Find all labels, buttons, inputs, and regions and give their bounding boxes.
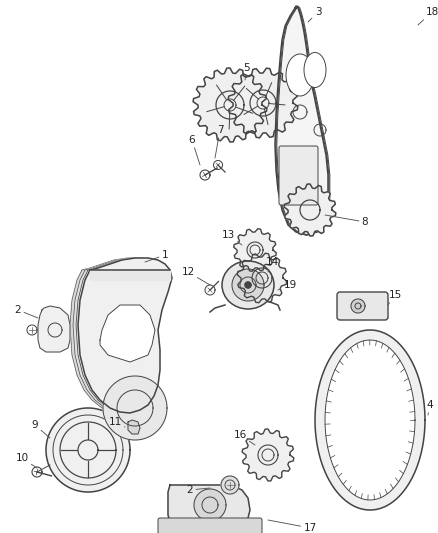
Text: 4: 4: [427, 400, 433, 415]
Ellipse shape: [304, 52, 326, 87]
Text: 16: 16: [233, 430, 255, 445]
Text: 15: 15: [388, 290, 402, 305]
Polygon shape: [100, 305, 155, 362]
Polygon shape: [315, 330, 425, 510]
Text: 19: 19: [278, 280, 297, 290]
Text: 2: 2: [187, 485, 210, 495]
Text: 6: 6: [189, 135, 200, 165]
Polygon shape: [245, 282, 251, 288]
Polygon shape: [232, 269, 264, 301]
Polygon shape: [228, 68, 298, 138]
Polygon shape: [275, 6, 328, 235]
Ellipse shape: [222, 261, 274, 309]
FancyBboxPatch shape: [337, 292, 388, 320]
Text: 13: 13: [221, 230, 242, 245]
Polygon shape: [325, 340, 415, 500]
Polygon shape: [276, 6, 329, 235]
Text: 14: 14: [265, 257, 279, 272]
Polygon shape: [221, 476, 239, 494]
Polygon shape: [103, 376, 167, 440]
Text: 8: 8: [325, 215, 368, 227]
Polygon shape: [90, 270, 170, 280]
Polygon shape: [78, 258, 172, 413]
Text: 7: 7: [215, 125, 223, 158]
Polygon shape: [284, 184, 336, 236]
FancyBboxPatch shape: [158, 518, 262, 533]
Text: 5: 5: [244, 63, 250, 80]
FancyBboxPatch shape: [279, 146, 318, 205]
Polygon shape: [193, 68, 267, 142]
Polygon shape: [168, 485, 250, 528]
Polygon shape: [70, 258, 164, 413]
Text: 18: 18: [418, 7, 438, 25]
Polygon shape: [76, 258, 170, 413]
Text: 11: 11: [108, 417, 125, 427]
Ellipse shape: [286, 54, 314, 96]
Polygon shape: [351, 299, 365, 313]
Polygon shape: [128, 420, 140, 434]
Polygon shape: [194, 489, 226, 521]
Polygon shape: [234, 229, 276, 271]
Text: 9: 9: [32, 420, 50, 438]
Polygon shape: [237, 253, 287, 303]
Text: 12: 12: [181, 267, 210, 285]
Polygon shape: [277, 6, 330, 235]
Polygon shape: [73, 258, 167, 413]
Polygon shape: [242, 429, 294, 481]
Text: 2: 2: [15, 305, 38, 318]
Text: 1: 1: [145, 250, 168, 262]
Text: 17: 17: [268, 520, 317, 533]
Polygon shape: [46, 408, 130, 492]
Polygon shape: [38, 306, 70, 352]
Text: 10: 10: [15, 453, 37, 468]
Text: 3: 3: [308, 7, 321, 22]
